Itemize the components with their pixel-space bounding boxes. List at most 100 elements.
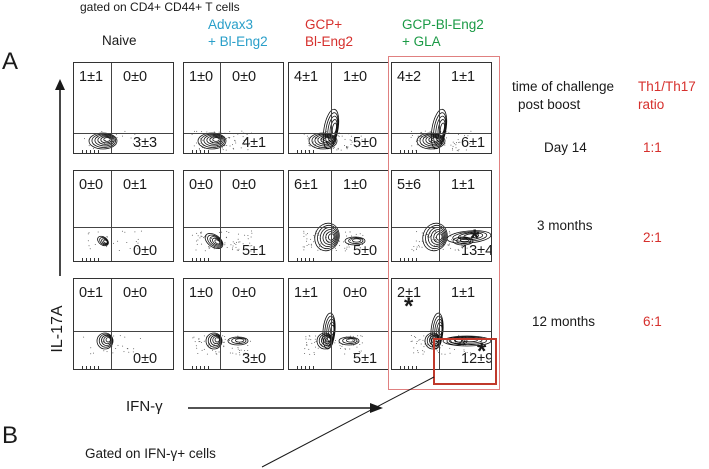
event-dot bbox=[345, 231, 347, 233]
flow-plot-panel: 2±1 1±1 12±9 bbox=[391, 278, 492, 370]
event-dot bbox=[462, 247, 464, 249]
contour-ring bbox=[322, 108, 340, 150]
event-dot bbox=[250, 230, 252, 232]
contour-ring bbox=[323, 137, 331, 142]
contour-ring bbox=[463, 233, 480, 239]
event-dot bbox=[321, 138, 323, 140]
event-dot bbox=[416, 246, 418, 248]
event-dot bbox=[304, 246, 306, 248]
event-dot bbox=[306, 233, 308, 235]
event-dot bbox=[225, 138, 227, 140]
axis-tick bbox=[297, 150, 298, 153]
event-dot bbox=[456, 142, 458, 144]
event-dot bbox=[418, 246, 420, 248]
axis-tick bbox=[400, 150, 401, 153]
axis-tick bbox=[192, 366, 193, 369]
event-dot bbox=[418, 244, 420, 246]
event-dot bbox=[128, 351, 130, 353]
event-dot bbox=[208, 246, 210, 248]
event-dot bbox=[416, 341, 418, 343]
event-dot bbox=[208, 247, 210, 249]
event-dot bbox=[350, 135, 352, 137]
event-dot bbox=[341, 345, 343, 347]
event-dot bbox=[467, 135, 469, 137]
significance-star: * bbox=[470, 225, 480, 252]
quadrant-value-upper-left: 0±1 bbox=[79, 285, 104, 301]
event-dot bbox=[195, 240, 197, 242]
event-dot bbox=[313, 241, 315, 243]
event-dot bbox=[446, 342, 448, 344]
event-dot bbox=[344, 348, 346, 350]
event-dot bbox=[251, 232, 253, 234]
event-dot bbox=[422, 350, 424, 352]
event-dot bbox=[121, 230, 123, 232]
event-dot bbox=[198, 149, 200, 151]
event-dot bbox=[308, 243, 310, 245]
ratio-row2: 2:1 bbox=[643, 230, 662, 245]
axis-tick bbox=[200, 366, 201, 369]
flow-plot-panel: 0±0 0±1 0±0 bbox=[73, 170, 174, 262]
contour-plot bbox=[302, 222, 366, 252]
contour-ring bbox=[96, 332, 114, 350]
event-dot bbox=[349, 348, 351, 350]
event-dot bbox=[415, 336, 417, 338]
event-dot bbox=[349, 231, 351, 233]
event-dot bbox=[453, 143, 455, 145]
contour-ring bbox=[345, 338, 356, 343]
quadrant-value-upper-left: 1±1 bbox=[79, 69, 104, 85]
event-dot bbox=[314, 338, 316, 340]
event-dot bbox=[446, 131, 448, 133]
event-dot bbox=[240, 147, 242, 149]
contour-ring bbox=[101, 238, 109, 245]
axis-tick bbox=[416, 258, 417, 261]
quadrant-value-upper-right: 1±1 bbox=[451, 177, 476, 193]
event-dot bbox=[132, 142, 134, 144]
event-dot bbox=[215, 351, 217, 353]
axis-tick bbox=[416, 366, 417, 369]
event-dot bbox=[309, 353, 311, 355]
event-dot bbox=[415, 240, 417, 242]
event-dot bbox=[335, 247, 337, 249]
quadrant-gate-vertical bbox=[439, 63, 440, 153]
event-dot bbox=[416, 343, 418, 345]
event-dot bbox=[201, 243, 203, 245]
axis-tick bbox=[313, 366, 314, 369]
contour-plot bbox=[83, 332, 141, 355]
event-dot bbox=[129, 247, 131, 249]
axis-tick bbox=[200, 150, 201, 153]
quadrant-value-lower-right: 4±1 bbox=[242, 135, 267, 151]
quadrant-gate-horizontal bbox=[392, 133, 491, 134]
event-dot bbox=[423, 351, 425, 353]
quadrant-value-upper-right: 0±0 bbox=[232, 285, 257, 301]
axis-tick bbox=[408, 258, 409, 261]
event-dot bbox=[124, 231, 126, 233]
event-dot bbox=[203, 348, 205, 350]
event-dot bbox=[132, 351, 134, 353]
event-dot bbox=[89, 248, 91, 250]
quadrant-value-upper-left: 0±0 bbox=[79, 177, 104, 193]
contour-ring bbox=[454, 337, 483, 344]
event-dot bbox=[359, 352, 361, 354]
event-dot bbox=[237, 238, 239, 240]
event-dot bbox=[223, 345, 225, 347]
event-dot bbox=[426, 344, 428, 346]
event-dot bbox=[239, 349, 241, 351]
event-dot bbox=[138, 138, 140, 140]
quadrant-gate-horizontal bbox=[392, 227, 491, 228]
event-dot bbox=[90, 347, 92, 349]
event-dot bbox=[222, 149, 224, 151]
event-dot bbox=[314, 346, 316, 348]
event-dot bbox=[302, 246, 304, 248]
event-dot bbox=[318, 147, 320, 149]
axis-tick bbox=[196, 258, 197, 261]
y-axis-label: IL-17A bbox=[49, 305, 66, 353]
axis-tick bbox=[408, 150, 409, 153]
contour-ring bbox=[431, 137, 439, 142]
event-dot bbox=[88, 232, 90, 234]
quadrant-gate-horizontal bbox=[289, 227, 388, 228]
flow-plot-panel: 0±1 0±0 0±0 bbox=[73, 278, 174, 370]
event-dot bbox=[463, 349, 465, 351]
event-dot bbox=[238, 241, 240, 243]
event-dot bbox=[238, 248, 240, 250]
event-dot bbox=[137, 248, 139, 250]
